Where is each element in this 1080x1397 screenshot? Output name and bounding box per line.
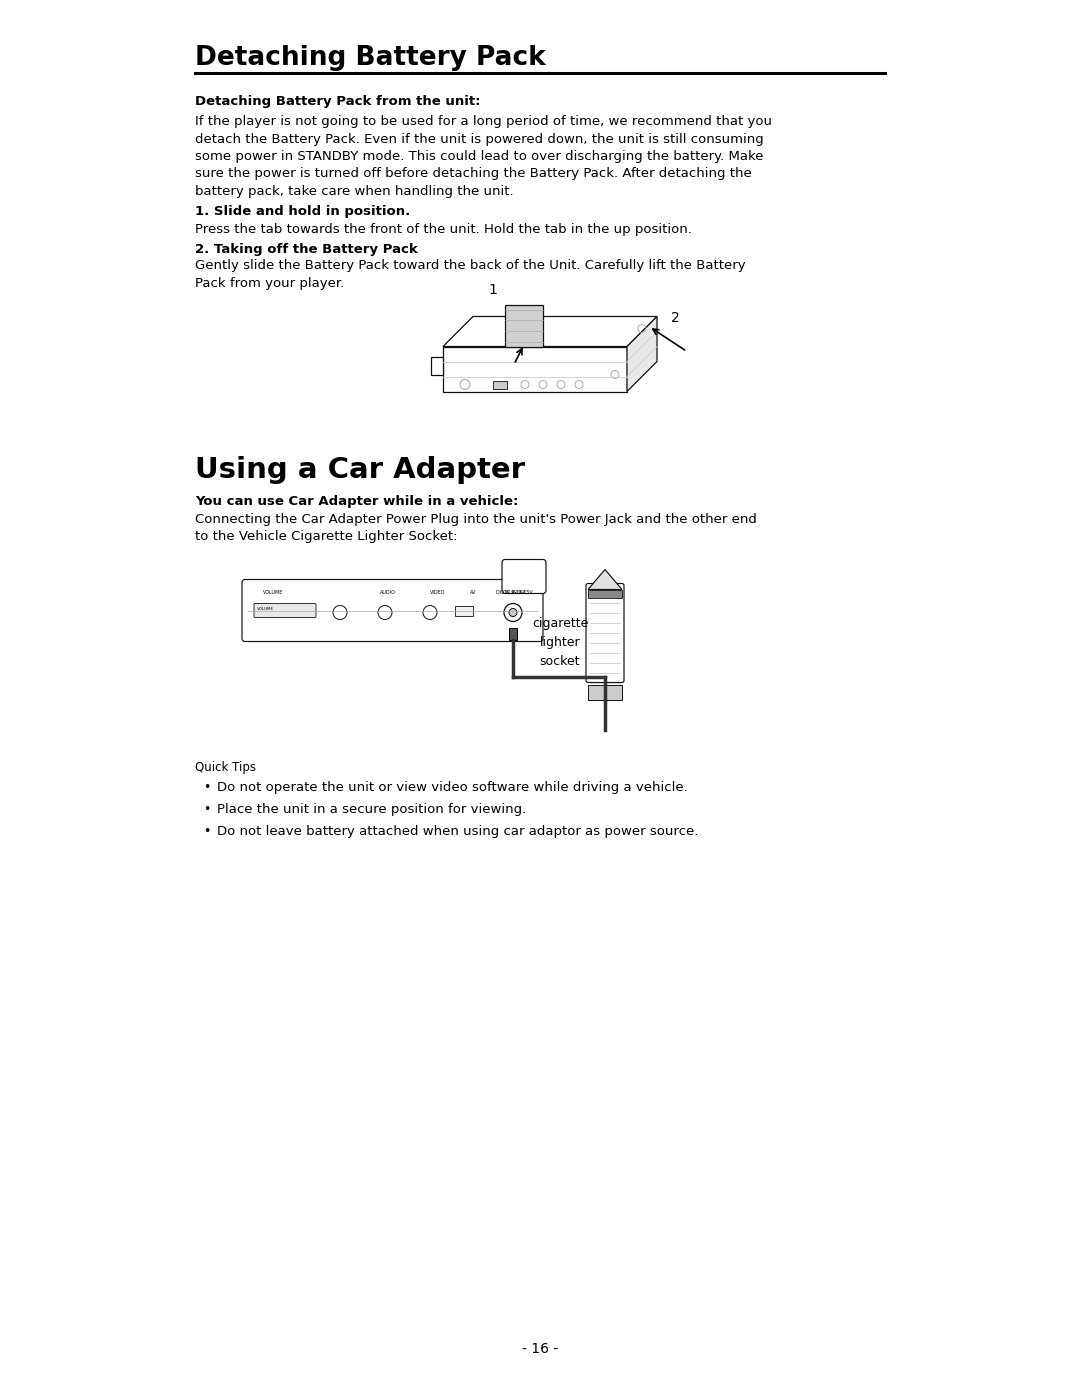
Polygon shape bbox=[627, 317, 657, 391]
Text: DC IN 9-15V: DC IN 9-15V bbox=[496, 591, 526, 595]
Text: cigarette
lighter
socket: cigarette lighter socket bbox=[531, 617, 589, 668]
Text: Detaching Battery Pack from the unit:: Detaching Battery Pack from the unit: bbox=[195, 95, 481, 108]
Text: Detaching Battery Pack: Detaching Battery Pack bbox=[195, 45, 545, 71]
Text: Do not leave battery attached when using car adaptor as power source.: Do not leave battery attached when using… bbox=[217, 824, 699, 837]
Text: 2. Taking off the Battery Pack: 2. Taking off the Battery Pack bbox=[195, 243, 418, 256]
Text: Place the unit in a secure position for viewing.: Place the unit in a secure position for … bbox=[217, 802, 526, 816]
Text: AUDIO: AUDIO bbox=[380, 591, 396, 595]
Text: Connecting the Car Adapter Power Plug into the unit's Power Jack and the other e: Connecting the Car Adapter Power Plug in… bbox=[195, 513, 757, 525]
Circle shape bbox=[504, 604, 522, 622]
Polygon shape bbox=[443, 317, 657, 346]
Text: Do not operate the unit or view video software while driving a vehicle.: Do not operate the unit or view video so… bbox=[217, 781, 688, 793]
Circle shape bbox=[509, 609, 517, 616]
Polygon shape bbox=[588, 570, 622, 590]
Circle shape bbox=[378, 605, 392, 619]
Text: VOLUME: VOLUME bbox=[257, 608, 274, 612]
Text: DC IN 9-15V: DC IN 9-15V bbox=[503, 591, 532, 595]
FancyBboxPatch shape bbox=[242, 580, 543, 641]
Text: •: • bbox=[203, 802, 211, 816]
Bar bbox=[455, 605, 473, 616]
Text: •: • bbox=[203, 781, 211, 793]
Text: AV: AV bbox=[470, 591, 476, 595]
Text: Using a Car Adapter: Using a Car Adapter bbox=[195, 457, 525, 485]
Text: Pack from your player.: Pack from your player. bbox=[195, 277, 345, 291]
Text: If the player is not going to be used for a long period of time, we recommend th: If the player is not going to be used fo… bbox=[195, 115, 772, 129]
Text: Gently slide the Battery Pack toward the back of the Unit. Carefully lift the Ba: Gently slide the Battery Pack toward the… bbox=[195, 260, 745, 272]
Polygon shape bbox=[505, 305, 543, 346]
Bar bbox=[509, 627, 517, 640]
Text: You can use Car Adapter while in a vehicle:: You can use Car Adapter while in a vehic… bbox=[195, 495, 518, 507]
Polygon shape bbox=[443, 346, 627, 391]
Polygon shape bbox=[431, 356, 443, 374]
Circle shape bbox=[423, 605, 437, 619]
Text: sure the power is turned off before detaching the Battery Pack. After detaching : sure the power is turned off before deta… bbox=[195, 168, 752, 180]
Text: •: • bbox=[203, 824, 211, 837]
Text: VIDEO: VIDEO bbox=[430, 591, 446, 595]
Text: detach the Battery Pack. Even if the unit is powered down, the unit is still con: detach the Battery Pack. Even if the uni… bbox=[195, 133, 764, 145]
Text: Press the tab towards the front of the unit. Hold the tab in the up position.: Press the tab towards the front of the u… bbox=[195, 222, 692, 236]
Text: to the Vehicle Cigarette Lighter Socket:: to the Vehicle Cigarette Lighter Socket: bbox=[195, 529, 458, 543]
Bar bbox=[492, 380, 507, 388]
FancyBboxPatch shape bbox=[586, 584, 624, 683]
Text: some power in STANDBY mode. This could lead to over discharging the battery. Mak: some power in STANDBY mode. This could l… bbox=[195, 149, 764, 163]
Text: 1. Slide and hold in position.: 1. Slide and hold in position. bbox=[195, 205, 410, 218]
FancyBboxPatch shape bbox=[254, 604, 316, 617]
Text: 2: 2 bbox=[671, 310, 679, 324]
Text: VOLUME: VOLUME bbox=[264, 591, 283, 595]
Text: 1: 1 bbox=[488, 282, 498, 296]
Text: Quick Tips: Quick Tips bbox=[195, 760, 256, 774]
Bar bbox=[588, 685, 622, 700]
Circle shape bbox=[333, 605, 347, 619]
Bar bbox=[588, 590, 622, 598]
Text: - 16 -: - 16 - bbox=[522, 1343, 558, 1356]
Text: battery pack, take care when handling the unit.: battery pack, take care when handling th… bbox=[195, 184, 514, 198]
FancyBboxPatch shape bbox=[502, 560, 546, 594]
